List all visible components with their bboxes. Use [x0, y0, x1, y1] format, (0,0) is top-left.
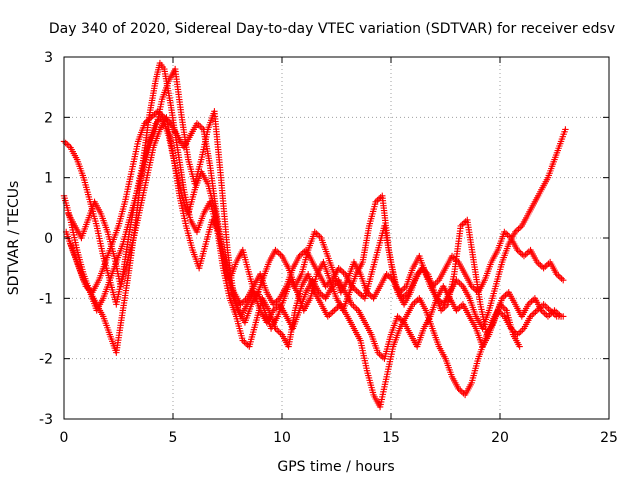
grid: [64, 57, 609, 419]
data-point-marker: [331, 307, 338, 314]
y-axis-label: SDTVAR / TECUs: [6, 181, 22, 296]
data-point-marker: [314, 231, 322, 239]
data-point-marker: [273, 298, 280, 305]
data-point-marker: [528, 298, 535, 305]
y-tick-label: 0: [44, 231, 53, 247]
x-tick-label: 5: [169, 430, 178, 446]
data-point-marker: [524, 249, 531, 257]
y-tick-label: -1: [39, 291, 53, 307]
data-point-marker: [275, 249, 282, 257]
data-point-marker: [541, 310, 548, 317]
data-point-marker: [556, 274, 564, 281]
data-point-marker: [356, 290, 364, 298]
data-point-marker: [458, 388, 466, 396]
data-point-marker: [504, 231, 511, 239]
data-point-marker: [517, 328, 524, 335]
data-point-marker: [319, 292, 326, 299]
data-point-marker: [412, 298, 420, 305]
data-point-marker: [522, 251, 529, 258]
data-point-marker: [515, 329, 523, 337]
data-point-marker: [355, 289, 362, 296]
data-point-marker: [532, 308, 539, 316]
chart-title: Day 340 of 2020, Sidereal Day-to-day VTE…: [49, 21, 615, 37]
data-point-marker: [64, 141, 71, 148]
data-point-marker: [275, 328, 282, 335]
data-point-marker: [540, 264, 547, 272]
x-axis-label: GPS time / hours: [277, 459, 394, 475]
y-tick-label: 2: [44, 110, 53, 126]
data-point-marker: [562, 126, 569, 133]
data-point-marker: [544, 313, 552, 320]
data-point-marker: [456, 280, 463, 287]
data-point-marker: [543, 304, 551, 311]
data-point-marker: [351, 286, 359, 293]
data-point-marker: [399, 286, 407, 293]
x-tick-label: 0: [60, 430, 69, 446]
data-point-marker: [338, 267, 346, 275]
data-point-marker: [146, 115, 153, 123]
axes: 0 5 10 15 20 25 -3 -2 -1 0 1 2 3: [39, 50, 618, 446]
y-tick-label: -3: [39, 412, 53, 428]
data-point-marker: [502, 292, 509, 299]
y-tick-label: -2: [39, 352, 53, 368]
data-point-marker: [516, 343, 523, 350]
series-track-5: [67, 65, 565, 362]
data-points: [60, 59, 569, 411]
data-point-marker: [515, 225, 522, 233]
data-point-marker: [353, 287, 360, 294]
plot-frame: [63, 56, 610, 420]
data-point-marker: [557, 313, 565, 320]
data-point-marker: [517, 249, 524, 257]
y-tick-label: 1: [44, 171, 53, 187]
data-point-marker: [558, 275, 565, 282]
data-point-marker: [62, 139, 69, 147]
x-tick-label: 25: [600, 430, 618, 446]
data-point-marker: [351, 304, 359, 311]
data-point-marker: [197, 123, 204, 130]
data-point-marker: [329, 308, 336, 316]
y-tick-label: 3: [44, 50, 53, 66]
data-point-marker: [543, 261, 551, 269]
x-tick-label: 10: [273, 430, 291, 446]
data-point-marker: [520, 252, 528, 260]
data-point-marker: [456, 304, 463, 311]
x-tick-label: 15: [382, 430, 400, 446]
data-point-marker: [149, 112, 157, 120]
x-tick-label: 20: [491, 430, 509, 446]
data-point-marker: [560, 277, 567, 284]
data-point-marker: [327, 310, 335, 317]
data-point-marker: [530, 310, 537, 317]
data-point-marker: [537, 261, 544, 269]
data-point-marker: [542, 263, 549, 270]
